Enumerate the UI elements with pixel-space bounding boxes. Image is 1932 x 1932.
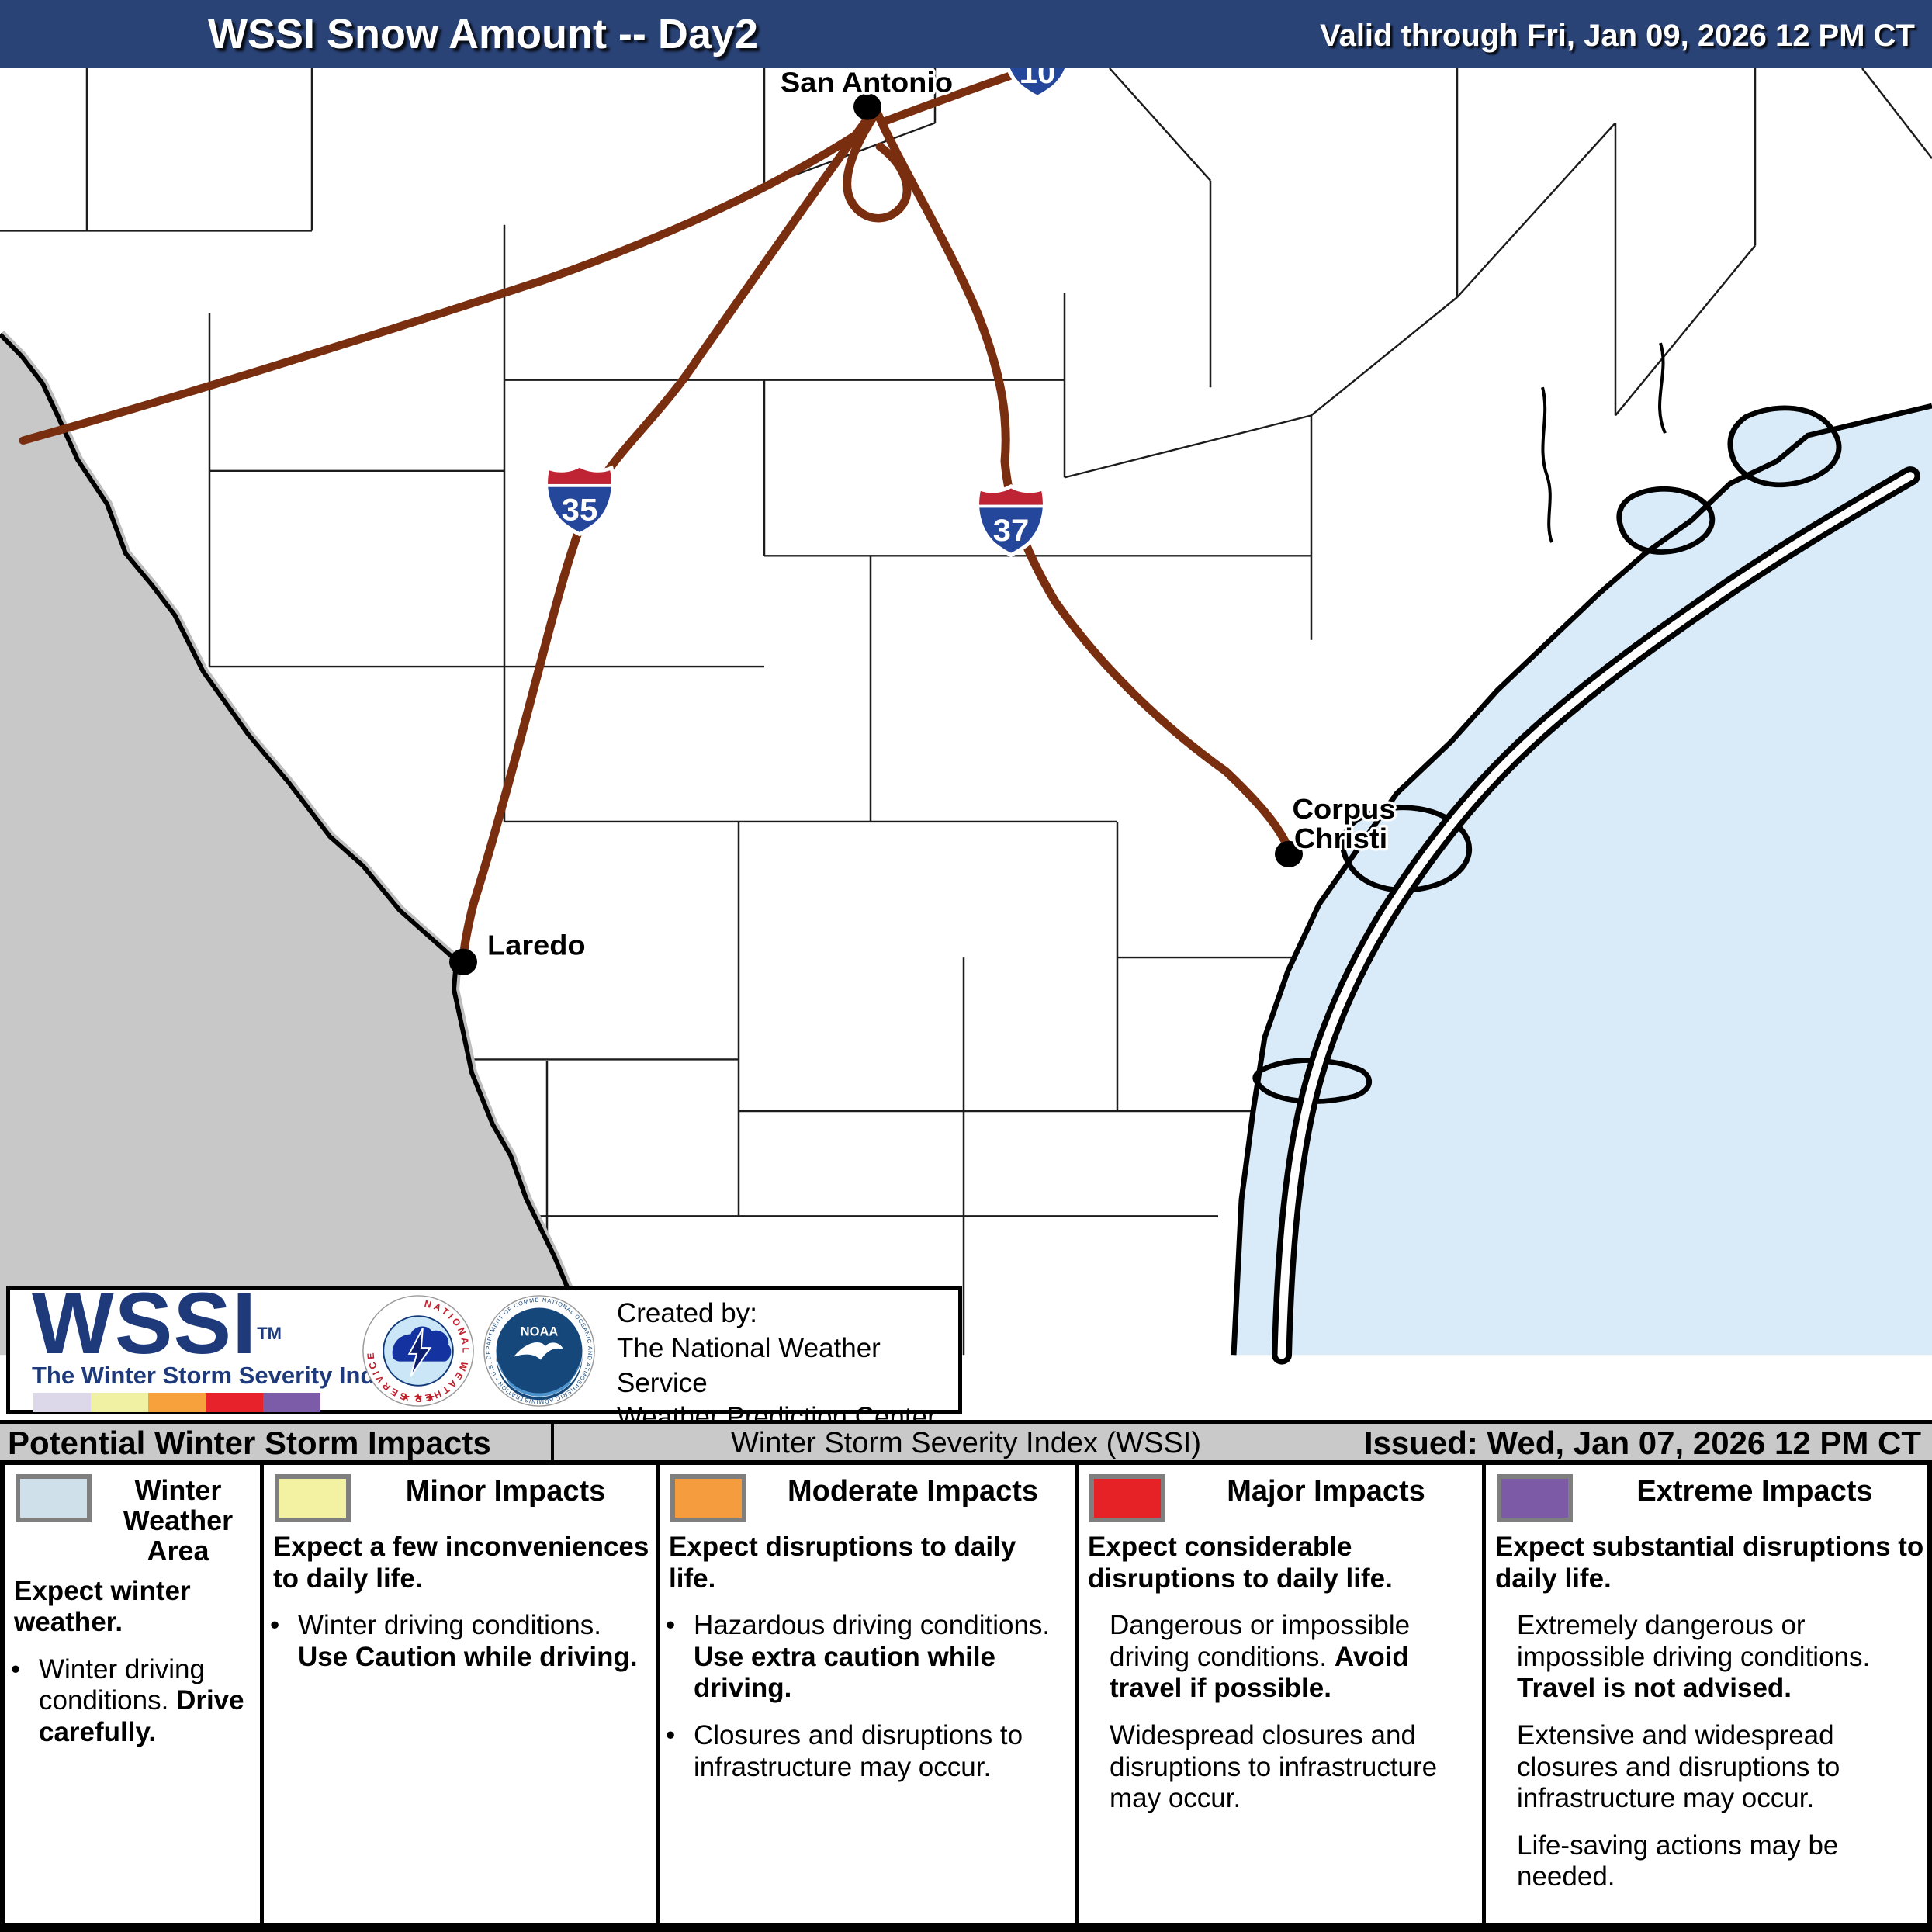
legend-item: Dangerous or impossible driving conditio…: [1110, 1610, 1411, 1704]
moderate-title: Moderate Impacts: [787, 1475, 1039, 1508]
highway-west: [19, 123, 872, 445]
legend-col-major: Major Impacts Expect considerable disrup…: [1075, 1465, 1482, 1923]
minor-swatch: [275, 1474, 351, 1522]
winter-weather-swatch: [16, 1474, 92, 1522]
rivers: [1541, 342, 1667, 543]
legend-item: Hazardous driving conditions. Use extra …: [660, 1594, 1075, 1705]
corpus-christi-label-line1: Corpus: [1293, 793, 1396, 825]
shield-i10-number: 10: [1020, 68, 1056, 90]
legend-item: Winter driving conditions. Use Caution w…: [264, 1594, 656, 1673]
legend-col-moderate: Moderate Impacts Expect disruptions to d…: [656, 1465, 1075, 1923]
extreme-title: Extreme Impacts: [1636, 1475, 1873, 1508]
bottom-border-bar: [0, 1923, 1932, 1932]
wssi-color-scale: [33, 1393, 320, 1412]
wssi-logo-box: WSSITM The Winter Storm Severity Index N…: [6, 1275, 962, 1432]
svg-text:★ ★ ★: ★ ★ ★: [401, 1391, 435, 1403]
impacts-subheader-bar: Potential Winter Storm Impacts Winter St…: [0, 1420, 1932, 1465]
legend-right-border: [1927, 1465, 1932, 1923]
mexico-region: [0, 331, 594, 1357]
subheader-center: Winter Storm Severity Index (WSSI): [730, 1427, 1201, 1459]
rio-grande-border: [0, 332, 590, 1356]
city-labels: San Antonio Laredo Corpus Christi: [485, 68, 1398, 964]
shield-i35: 35: [541, 462, 618, 536]
issued-label: Issued: Wed, Jan 07, 2026 12 PM CT: [1363, 1425, 1921, 1461]
legend-item: Widespread closures and disruptions to i…: [1110, 1719, 1438, 1814]
extreme-lead: Expect substantial disruptions to daily …: [1495, 1532, 1924, 1594]
created-by-line1: Created by:: [617, 1298, 757, 1328]
gulf-of-mexico-water: [1234, 406, 1932, 1356]
highway-i10-east: [880, 68, 1044, 126]
bullet-icon: [11, 1654, 39, 1749]
laredo-label: Laredo: [487, 929, 586, 961]
legend-item: Winter driving conditions. Drive careful…: [5, 1639, 260, 1749]
legend-col-extreme: Extreme Impacts Expect substantial disru…: [1482, 1465, 1932, 1923]
junction-loop: [843, 109, 912, 223]
impacts-legend: Winter Weather Area Expect winter weathe…: [0, 1465, 1932, 1923]
barrier-islands: [1272, 466, 1920, 1365]
city-dots: [449, 93, 1303, 975]
major-lead: Expect considerable disruptions to daily…: [1088, 1532, 1393, 1594]
scale-minor: [91, 1393, 148, 1412]
created-by-block: Created by: The National Weather Service…: [617, 1297, 958, 1435]
shield-i37: 37: [972, 483, 1050, 557]
legend-item: Life-saving actions may be needed.: [1517, 1830, 1839, 1892]
scale-major: [206, 1393, 263, 1412]
shield-i35-number: 35: [562, 492, 598, 527]
highway-i37: [871, 104, 1294, 856]
created-by-line2: The National Weather Service: [617, 1332, 881, 1398]
legend-item: Extremely dangerous or impossible drivin…: [1517, 1610, 1871, 1704]
valid-through-label: Valid through Fri, Jan 09, 2026 12 PM CT: [1320, 19, 1915, 53]
subheader-divider: [551, 1424, 554, 1460]
wssi-logo-text: WSSITM: [32, 1275, 282, 1372]
major-swatch: [1089, 1474, 1165, 1522]
legend-item: Extensive and widespread closures and di…: [1517, 1719, 1840, 1814]
texas-map-svg: 10 35 37 San Antonio Laredo Corpus Chris…: [0, 68, 1932, 1365]
laredo-dot: [449, 948, 477, 975]
map-canvas: 10 35 37 San Antonio Laredo Corpus Chris…: [0, 68, 1932, 1420]
noaa-name-text: NOAA: [521, 1324, 559, 1339]
moderate-lead: Expect disruptions to daily life.: [669, 1532, 1016, 1594]
san-antonio-dot: [853, 93, 881, 120]
bullet-icon: [666, 1610, 694, 1705]
moderate-swatch: [670, 1474, 746, 1522]
san-antonio-label: San Antonio: [781, 68, 953, 98]
winter-weather-lead: Expect winter weather.: [14, 1575, 191, 1638]
coastline: [1231, 403, 1932, 1356]
scale-moderate: [148, 1393, 206, 1412]
scale-winter: [33, 1393, 91, 1412]
shield-i37-number: 37: [993, 513, 1030, 548]
winter-weather-title: Winter Weather Area: [123, 1474, 234, 1567]
extreme-swatch: [1497, 1474, 1573, 1522]
corpus-christi-dot: [1275, 840, 1303, 867]
legend-col-winter-weather: Winter Weather Area Expect winter weathe…: [0, 1465, 260, 1923]
trademark: TM: [257, 1324, 282, 1343]
legend-col-minor: Minor Impacts Expect a few inconvenience…: [260, 1465, 656, 1923]
subheader-left: Potential Winter Storm Impacts: [8, 1425, 491, 1461]
bullet-icon: [270, 1610, 298, 1673]
minor-lead: Expect a few inconveniences to daily lif…: [273, 1532, 649, 1594]
minor-title: Minor Impacts: [405, 1475, 606, 1508]
major-title: Major Impacts: [1227, 1475, 1425, 1508]
legend-item: Closures and disruptions to infrastructu…: [660, 1705, 1075, 1783]
nws-logo-icon: NATIONAL WEATHER SERVICE ★ ★ ★: [362, 1295, 474, 1407]
shield-i10: 10: [999, 68, 1076, 99]
noaa-logo-icon: NOAA NATIONAL OCEANIC AND ATMOSPHERIC AD…: [483, 1295, 595, 1407]
scale-extreme: [263, 1393, 320, 1412]
wssi-tagline: The Winter Storm Severity Index: [32, 1362, 402, 1389]
bullet-icon: [666, 1720, 694, 1783]
title-bar: WSSI Snow Amount -- Day2 Valid through F…: [0, 0, 1932, 68]
corpus-christi-label-line2: Christi: [1294, 822, 1387, 854]
page-title: WSSI Snow Amount -- Day2: [207, 11, 758, 57]
